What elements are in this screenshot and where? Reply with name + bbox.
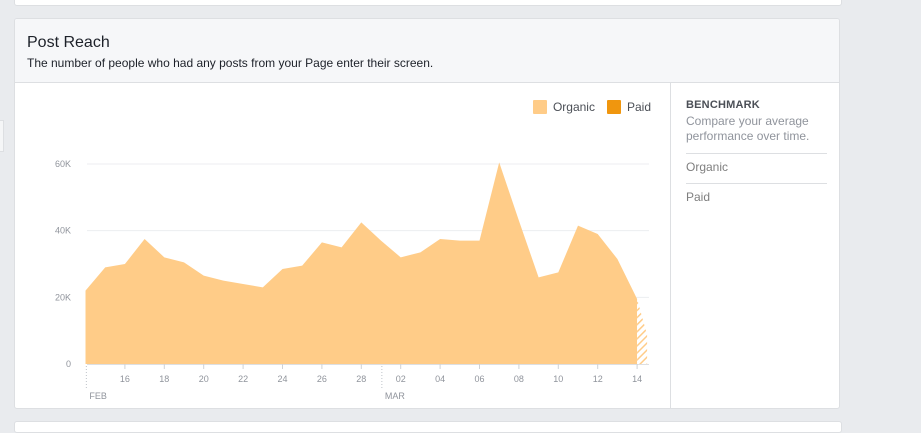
y-tick-label: 40K bbox=[55, 226, 71, 236]
card-header: Post Reach The number of people who had … bbox=[15, 19, 839, 83]
left-edge-tab bbox=[0, 120, 4, 152]
x-tick-label: 04 bbox=[435, 374, 445, 384]
previous-card-edge bbox=[14, 0, 842, 6]
benchmark-title: BENCHMARK bbox=[686, 99, 760, 111]
benchmark-description: Compare your average performance over ti… bbox=[686, 114, 810, 143]
x-tick-label: 28 bbox=[356, 374, 366, 384]
legend-label-paid: Paid bbox=[626, 100, 651, 114]
chart-legend: Organic Paid bbox=[532, 100, 651, 114]
next-card-edge bbox=[14, 421, 842, 433]
y-tick-label: 20K bbox=[55, 292, 71, 302]
y-axis-labels: 0 20K 40K 60K bbox=[55, 159, 71, 369]
post-reach-card: Post Reach The number of people who had … bbox=[14, 18, 840, 409]
legend-label-organic: Organic bbox=[552, 100, 595, 114]
x-tick-label: 14 bbox=[632, 374, 642, 384]
organic-area bbox=[85, 162, 638, 364]
x-tick-label: 08 bbox=[514, 374, 524, 384]
x-axis: 16 18 20 22 24 26 28 02 04 06 08 10 12 14 FEB MAR bbox=[85, 364, 649, 401]
x-tick-label: 20 bbox=[199, 374, 209, 384]
x-tick-label: 22 bbox=[238, 374, 248, 384]
month-label: FEB bbox=[89, 391, 107, 401]
x-tick-label: 26 bbox=[317, 374, 327, 384]
legend-item-organic[interactable]: Organic bbox=[532, 100, 595, 114]
benchmark-item-paid[interactable]: Paid bbox=[686, 183, 827, 204]
x-tick-label: 06 bbox=[474, 374, 484, 384]
benchmark-item-organic[interactable]: Organic bbox=[686, 153, 827, 174]
y-tick-label: 0 bbox=[66, 359, 71, 369]
month-label: MAR bbox=[385, 391, 406, 401]
y-tick-label: 60K bbox=[55, 159, 71, 169]
series-areas bbox=[85, 162, 648, 364]
legend-swatch-organic bbox=[532, 100, 547, 114]
card-title: Post Reach bbox=[27, 34, 110, 51]
x-tick-label: 24 bbox=[277, 374, 287, 384]
chart-area: Organic Paid 0 20K 40K 60K 16 18 20 22 24 26 28 02… bbox=[15, 83, 670, 409]
post-reach-chart[interactable]: 0 20K 40K 60K 16 18 20 22 24 26 28 02 04 06 08 10 12 14 F… bbox=[15, 83, 670, 409]
x-tick-label: 10 bbox=[553, 374, 563, 384]
x-tick-label: 18 bbox=[159, 374, 169, 384]
benchmark-panel: BENCHMARK Compare your average performan… bbox=[670, 83, 839, 408]
x-tick-label: 02 bbox=[396, 374, 406, 384]
legend-swatch-paid bbox=[606, 100, 621, 114]
card-subtitle: The number of people who had any posts f… bbox=[27, 56, 434, 70]
organic-partial-day-hatch bbox=[637, 299, 648, 364]
x-tick-label: 16 bbox=[120, 374, 130, 384]
x-tick-label: 12 bbox=[593, 374, 603, 384]
legend-item-paid[interactable]: Paid bbox=[606, 100, 651, 114]
